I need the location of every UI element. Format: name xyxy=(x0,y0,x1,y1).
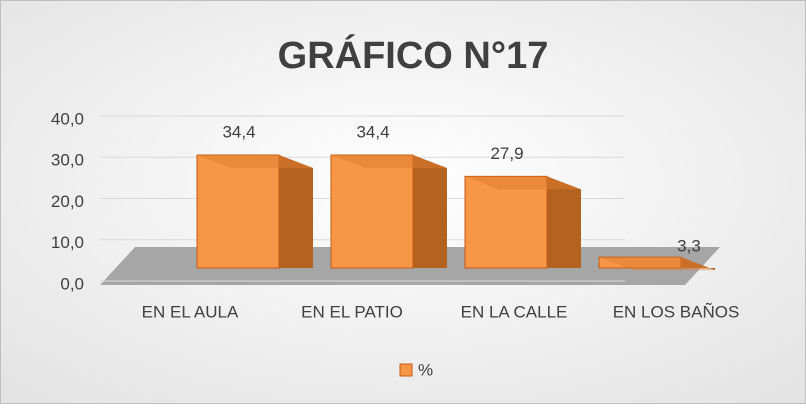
x-tick-label: EN EL AULA xyxy=(142,302,239,321)
bar-side xyxy=(279,155,313,268)
legend-swatch xyxy=(399,363,413,377)
legend-label: % xyxy=(418,360,433,379)
value-label: 27,9 xyxy=(490,144,523,163)
bar xyxy=(330,154,414,269)
x-tick-label: EN LOS BAÑOS xyxy=(613,302,740,321)
bar-top xyxy=(599,257,715,271)
y-tick-label: 10,0 xyxy=(51,233,84,252)
y-tick-label: 0,0 xyxy=(60,274,84,293)
x-tick-label: EN LA CALLE xyxy=(461,302,568,321)
y-tick-label: 40,0 xyxy=(51,109,84,128)
bar-side xyxy=(547,176,581,268)
y-tick-label: 20,0 xyxy=(51,192,84,211)
bar-top xyxy=(465,176,581,190)
value-label: 34,4 xyxy=(356,122,389,141)
x-tick-label: EN EL PATIO xyxy=(301,302,403,321)
bar xyxy=(196,154,280,269)
bar xyxy=(464,175,548,269)
value-label: 34,4 xyxy=(222,122,255,141)
bar-top xyxy=(197,155,313,168)
value-label: 3,3 xyxy=(677,237,701,256)
y-tick-label: 30,0 xyxy=(51,151,84,170)
bar-top xyxy=(331,155,447,168)
chart-title: GRÁFICO N°17 xyxy=(278,33,549,77)
bar-side xyxy=(413,155,447,268)
